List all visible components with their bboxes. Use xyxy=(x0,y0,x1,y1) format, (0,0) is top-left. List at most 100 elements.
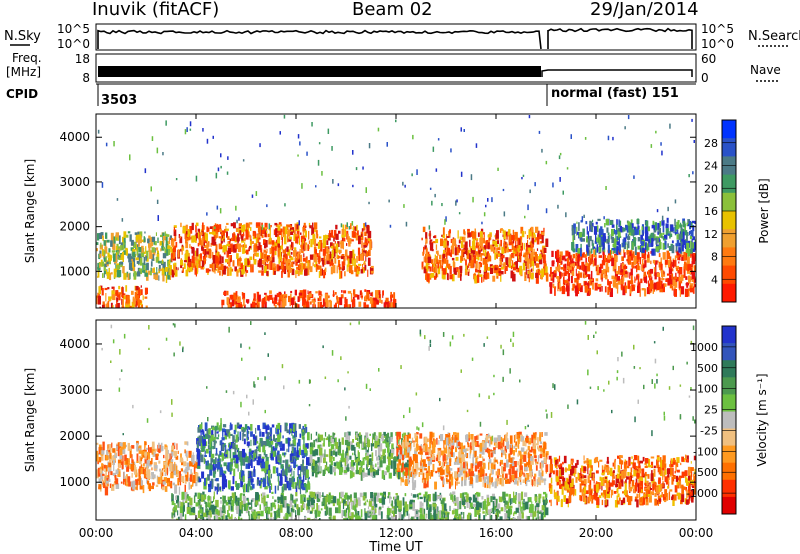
power-scatter-cell xyxy=(674,226,677,236)
power-scatter-cell xyxy=(218,243,222,248)
velocity-scatter-cell xyxy=(484,481,486,488)
power-scatter-cell xyxy=(363,224,365,229)
power-scatter-cell xyxy=(658,227,661,234)
power-scatter-cell xyxy=(634,246,637,255)
velocity-scatter-cell xyxy=(195,461,199,469)
velocity-scatter-cell xyxy=(197,427,201,433)
power-scatter-cell xyxy=(477,245,480,254)
power-sparse-cell xyxy=(266,204,268,208)
power-scatter-cell xyxy=(363,260,366,264)
power-scatter-cell xyxy=(225,266,229,269)
power-scatter-cell xyxy=(216,257,219,262)
velocity-scatter-cell xyxy=(541,478,544,483)
power-scatter-cell xyxy=(284,257,286,263)
power-scatter-cell xyxy=(195,222,199,227)
velocity-scatter-cell xyxy=(391,448,395,455)
power-scatter-cell xyxy=(121,287,123,294)
velocity-scatter-cell xyxy=(541,432,543,437)
velocity-scatter-cell xyxy=(455,446,458,453)
velocity-scatter-cell xyxy=(376,438,380,445)
power-scatter-cell xyxy=(542,254,546,263)
velocity-scatter-cell xyxy=(225,454,228,458)
power-scatter-cell xyxy=(688,275,691,284)
power-scatter-cell xyxy=(287,230,291,237)
velocity-scatter-cell xyxy=(488,459,492,464)
power-scatter-cell xyxy=(637,237,641,242)
power-scatter-cell xyxy=(441,234,444,237)
power-scatter-cell xyxy=(685,261,687,270)
power-sparse-cell xyxy=(202,128,204,132)
date-title: 29/Jan/2014 xyxy=(590,0,699,20)
power-scatter-cell xyxy=(601,286,603,292)
power-scatter-cell xyxy=(122,287,124,295)
power-scatter-cell xyxy=(252,233,256,240)
velocity-scatter-cell xyxy=(296,442,299,452)
power-scatter-cell xyxy=(549,274,551,277)
power-scatter-cell xyxy=(130,267,133,271)
power-scatter-cell xyxy=(659,266,661,271)
velocity-scatter-cell xyxy=(209,440,213,449)
velocity-scatter-cell xyxy=(217,458,220,462)
power-scatter-cell xyxy=(266,259,268,263)
power-scatter-cell xyxy=(673,260,677,267)
velocity-scatter-cell xyxy=(322,443,324,447)
velocity-scatter-cell xyxy=(368,458,372,465)
power-scatter-cell xyxy=(295,258,298,266)
velocity-scatter-cell xyxy=(362,457,365,466)
power-scatter-cell xyxy=(274,304,277,308)
power-scatter-cell xyxy=(676,250,680,256)
power-scatter-cell xyxy=(644,249,647,256)
power-sparse-cell xyxy=(364,222,367,227)
power-sparse-cell xyxy=(156,147,159,154)
velocity-scatter-cell xyxy=(255,427,257,434)
velocity-scatter-cell xyxy=(240,473,243,481)
power-scatter-cell xyxy=(692,236,695,241)
velocity-scatter-cell xyxy=(429,431,433,439)
power-scatter-cell xyxy=(253,253,255,261)
power-scatter-cell xyxy=(576,257,578,262)
velocity-scatter-cell xyxy=(493,449,496,455)
power-scatter-cell xyxy=(606,238,609,244)
velocity-scatter-cell xyxy=(286,429,289,434)
power-scatter-cell xyxy=(129,305,132,308)
velocity-scatter-cell xyxy=(338,441,342,450)
power-scatter-cell xyxy=(258,270,262,273)
power-scatter-cell xyxy=(294,257,298,262)
power-scatter-cell xyxy=(150,267,152,273)
power-sparse-cell xyxy=(583,214,585,218)
power-scatter-cell xyxy=(641,247,645,253)
power-scatter-cell xyxy=(123,295,126,300)
velocity-scatter-cell xyxy=(265,426,268,434)
power-scatter-cell xyxy=(488,266,491,271)
power-sparse-cell xyxy=(437,138,440,141)
power-scatter-cell xyxy=(470,248,474,258)
power-scatter-cell xyxy=(467,252,469,260)
power-scatter-cell xyxy=(256,234,260,243)
velocity-scatter-cell xyxy=(253,442,256,445)
power-scatter-cell xyxy=(264,304,266,308)
power-scatter-cell xyxy=(347,304,350,308)
power-scatter-cell xyxy=(344,224,348,230)
power-scatter-cell xyxy=(551,260,555,264)
velocity-scatter-cell xyxy=(298,465,301,471)
power-scatter-cell xyxy=(639,288,641,297)
power-scatter-cell xyxy=(683,264,686,268)
power-scatter-cell xyxy=(168,259,171,265)
power-scatter-cell xyxy=(477,242,479,247)
power-scatter-cell xyxy=(260,252,262,259)
power-scatter-cell xyxy=(687,219,690,225)
power-scatter-cell xyxy=(537,271,540,276)
power-scatter-cell xyxy=(465,259,467,266)
power-scatter-cell xyxy=(556,276,560,279)
velocity-scatter-cell xyxy=(294,482,298,489)
power-scatter-cell xyxy=(472,241,475,251)
velocity-scatter-cell xyxy=(346,446,351,451)
power-scatter-cell xyxy=(645,232,649,242)
power-scatter-cell xyxy=(290,252,293,255)
power-scatter-cell xyxy=(648,269,652,278)
power-scatter-cell xyxy=(338,230,341,234)
power-scatter-cell xyxy=(97,270,100,278)
power-scatter-cell xyxy=(530,253,533,262)
velocity-scatter-cell xyxy=(310,442,314,449)
velocity-scatter-cell xyxy=(217,461,221,470)
